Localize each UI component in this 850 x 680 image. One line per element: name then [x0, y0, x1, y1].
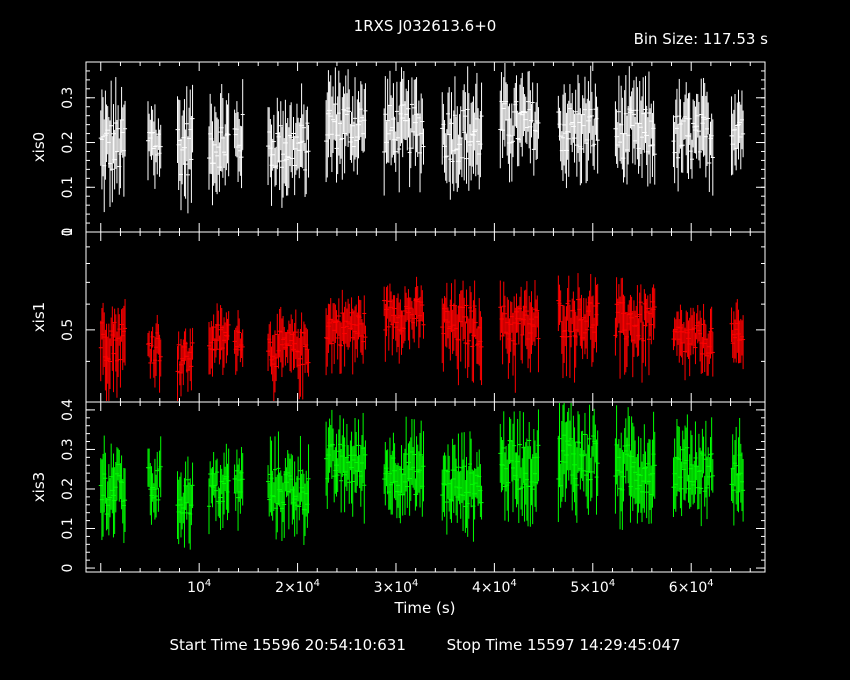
y-tick-label-xis0: 0.2	[60, 131, 76, 153]
panel-label-xis0: xis0	[30, 132, 48, 162]
x-tick-label: 2×104	[275, 578, 320, 596]
time-range-footer: Start Time 15596 20:54:10:631 Stop Time …	[0, 636, 850, 654]
y-tick-label-xis0: 0	[60, 228, 76, 237]
stop-time: Stop Time 15597 14:29:45:047	[446, 636, 681, 654]
y-tick-label-xis0: 0.3	[60, 87, 76, 109]
y-tick-label-xis1: 1	[60, 228, 76, 237]
chart-title: 1RXS J032613.6+0	[353, 17, 497, 35]
y-tick-label-xis1: 0.5	[60, 319, 76, 341]
y-tick-label-xis3: 0.2	[60, 478, 76, 500]
x-tick-label: 104	[187, 578, 211, 596]
y-tick-label-xis0: 0.1	[60, 176, 76, 198]
x-axis-label: Time (s)	[394, 599, 456, 617]
y-tick-label-xis3: 0.3	[60, 438, 76, 460]
panel-frame-xis3	[85, 401, 766, 573]
x-tick-label: 5×104	[570, 578, 615, 596]
y-tick-label-xis3: 0.4	[60, 399, 76, 421]
y-tick-label-xis3: 0	[60, 564, 76, 573]
x-tick-label: 4×104	[472, 578, 517, 596]
panel-label-xis1: xis1	[30, 302, 48, 332]
panel-label-xis3: xis3	[30, 472, 48, 502]
bin-size-label: Bin Size: 117.53 s	[633, 30, 768, 48]
x-tick-label: 6×104	[669, 578, 714, 596]
start-time: Start Time 15596 20:54:10:631	[169, 636, 406, 654]
y-tick-label-xis3: 0.1	[60, 517, 76, 539]
x-tick-label: 3×104	[374, 578, 419, 596]
